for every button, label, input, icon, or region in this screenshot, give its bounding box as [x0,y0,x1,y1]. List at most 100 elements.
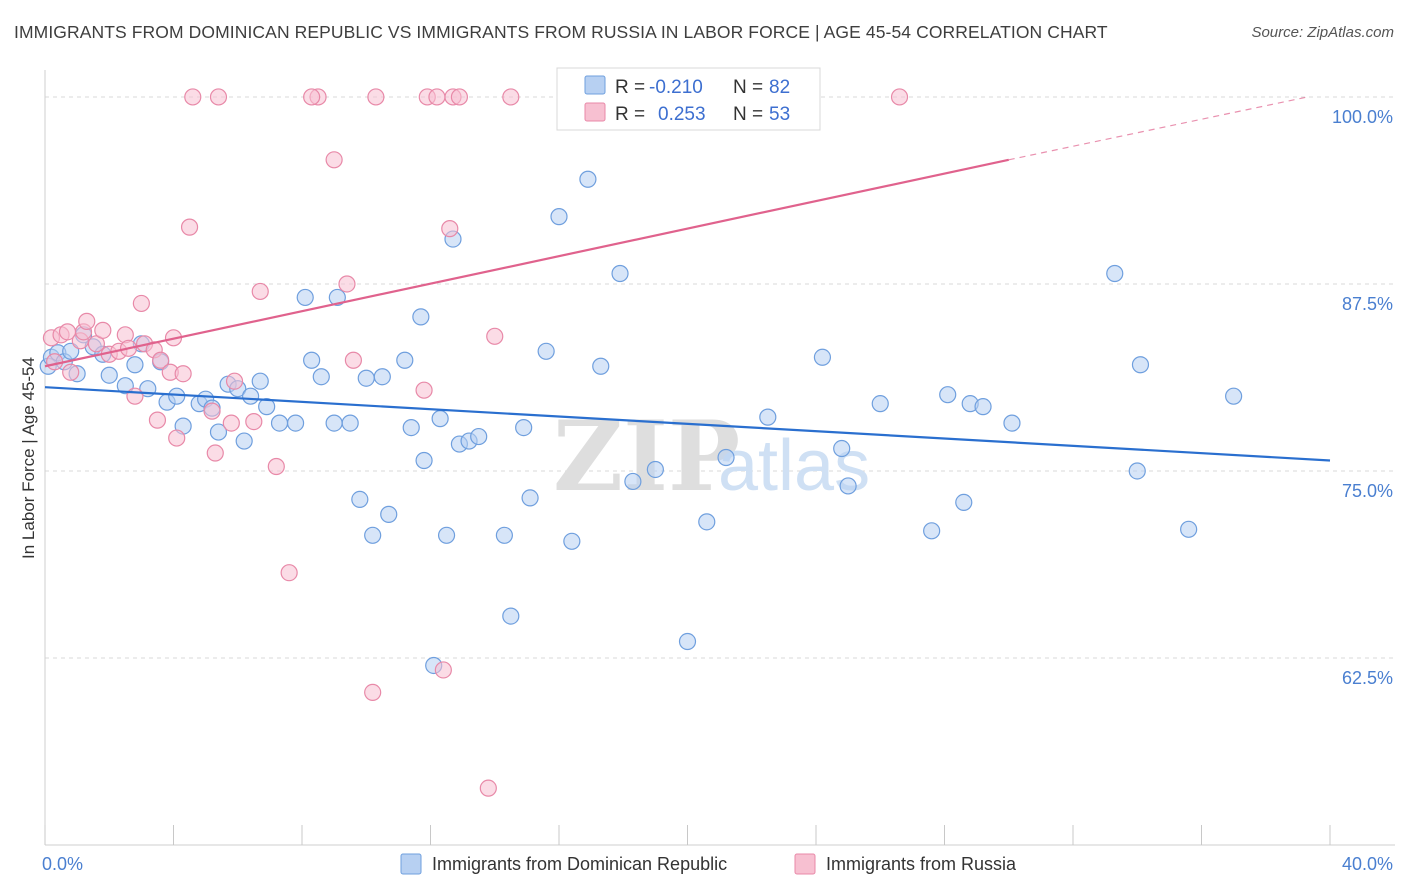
point-dominican-republic [592,357,610,375]
point-dominican-republic [579,170,597,188]
point-russia [46,353,64,371]
watermark: ZIP atlas [553,400,870,513]
point-dominican-republic [1180,520,1198,538]
point-russia [225,372,244,390]
point-dominican-republic [550,208,568,226]
series-legend: Immigrants from Dominican Republic Immig… [400,853,1017,875]
source-label: Source: ZipAtlas.com [1251,24,1394,41]
point-dominican-republic [537,342,555,360]
point-russia [890,88,909,106]
legend-r-label-2: R = [615,104,645,125]
point-dominican-republic [396,351,414,369]
point-dominican-republic [312,368,330,386]
legend-swatch-pink [584,102,606,122]
point-russia [502,88,520,106]
point-russia [209,88,228,106]
point-russia [486,327,504,345]
point-russia [344,351,362,369]
point-dominican-republic [833,439,851,458]
stats-legend: R = -0.210 N = 82 R = 0.253 N = 53 [556,67,821,131]
point-russia [222,414,240,432]
y-tick-label: 62.5% [1342,668,1393,688]
point-russia [94,321,112,339]
point-dominican-republic [286,414,305,432]
y-tick-label: 100.0% [1332,107,1393,127]
trend-layer [44,96,1331,462]
y-tick-label: 87.5% [1342,294,1393,314]
series-legend-label-blue: Immigrants from Dominican Republic [432,854,727,874]
point-dominican-republic [563,532,581,550]
point-russia [148,411,167,429]
point-russia [78,312,96,330]
point-dominican-republic [341,414,359,432]
point-dominican-republic [502,607,520,625]
point-dominican-republic [1131,356,1150,374]
point-russia [132,294,150,313]
point-dominican-republic [1106,264,1124,283]
point-russia [367,88,385,106]
legend-n-label-2: N = [733,104,763,125]
x-tick-label: 0.0% [42,854,83,874]
point-dominican-republic [923,522,941,540]
point-dominican-republic [470,427,488,446]
point-dominican-republic [100,366,118,384]
point-dominican-republic [759,408,777,426]
legend-r-value-2: 0.253 [658,104,706,125]
points-layer [39,88,1243,797]
point-russia [184,88,202,106]
point-dominican-republic [678,632,697,651]
point-dominican-republic [351,490,369,509]
point-dominican-republic [939,386,957,404]
point-russia [267,457,285,476]
point-dominican-republic [521,489,539,507]
point-russia [325,151,343,169]
point-dominican-republic [373,368,391,386]
point-dominican-republic [251,372,269,390]
point-russia [479,779,497,797]
series-legend-swatch-pink [794,853,816,875]
point-russia [441,220,459,238]
point-dominican-republic [328,288,346,307]
point-dominican-republic [437,526,456,544]
grid-layer [45,96,1395,659]
legend-r-label-1: R = [615,77,645,98]
point-russia [152,351,170,369]
series-legend-label-pink: Immigrants from Russia [826,854,1017,874]
y-axis-title: In Labor Force | Age 45-54 [19,357,38,559]
point-russia [126,387,144,405]
point-dominican-republic [717,448,735,467]
legend-swatch-blue [584,75,606,95]
point-russia [303,88,321,106]
point-russia [338,275,356,293]
point-russia [180,218,199,236]
point-dominican-republic [624,472,642,491]
point-dominican-republic [955,493,973,511]
point-russia [62,363,80,381]
point-russia [450,88,469,106]
point-dominican-republic [839,477,857,495]
tick-labels: 100.0% 87.5% 75.0% 62.5% 0.0% 40.0% [42,107,1393,874]
point-dominican-republic [871,395,889,413]
trendline-russia-extension [1008,96,1308,161]
point-dominican-republic [303,351,321,369]
point-dominican-republic [611,264,629,283]
point-dominican-republic [325,414,343,432]
legend-n-value-2: 53 [769,104,790,125]
legend-n-label-1: N = [733,77,763,98]
point-dominican-republic [412,308,430,326]
point-russia [415,381,433,399]
point-dominican-republic [515,418,533,437]
point-dominican-republic [974,398,992,416]
point-dominican-republic [698,513,716,531]
trendline-dominican-republic [44,386,1331,462]
point-dominican-republic [431,410,449,428]
point-dominican-republic [1225,387,1243,405]
point-dominican-republic [235,432,253,450]
point-russia [206,444,224,462]
point-russia [280,564,298,582]
point-dominican-republic [364,526,382,544]
legend-r-value-1: -0.210 [649,77,703,98]
point-russia [245,413,263,431]
axes-layer [44,70,1395,846]
